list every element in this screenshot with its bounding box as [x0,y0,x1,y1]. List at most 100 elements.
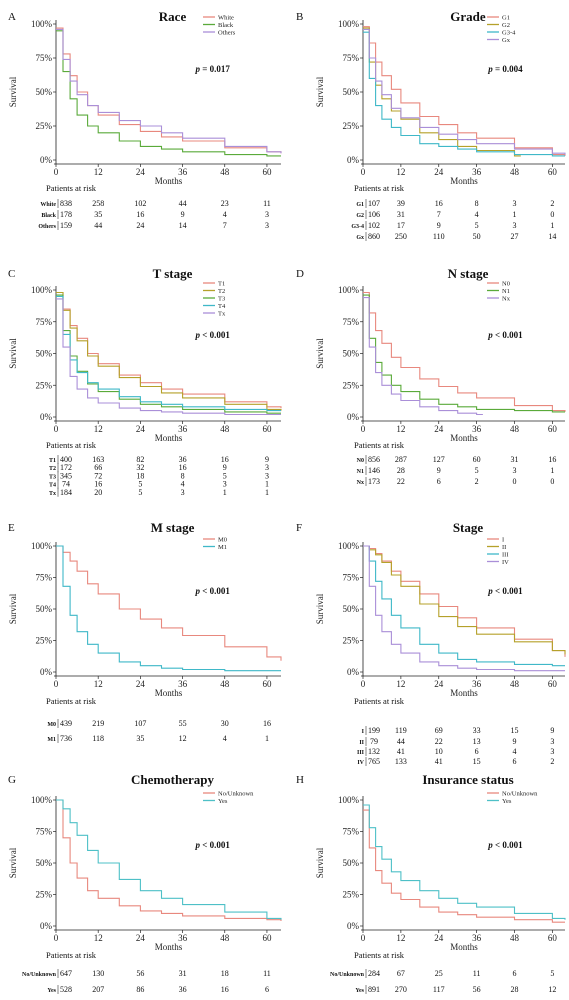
y-axis-title: Survival [8,338,18,369]
p-value: p = 0.004 [487,64,523,74]
risk-count: 14 [548,232,556,241]
x-axis-title: Months [155,688,183,698]
risk-count: 130 [92,969,104,978]
y-tick-label: 75% [36,827,53,837]
risk-count: 107 [368,199,380,208]
y-tick-label: 100% [338,285,360,295]
risk-count: 860 [368,232,380,241]
risk-count: 2 [475,477,479,486]
risk-count: 5 [550,969,554,978]
panel-title: Grade [450,9,486,24]
risk-table-title: Patients at risk [46,950,97,960]
risk-row-label: No/Unknown [22,972,57,978]
risk-count: 647 [60,969,72,978]
survival-curve [56,799,282,920]
risk-count: 6 [513,757,517,766]
risk-count: 14 [179,221,187,230]
risk-count: 1 [265,480,269,489]
y-axis-title: Survival [8,76,18,107]
risk-count: 102 [368,221,380,230]
risk-table-title: Patients at risk [46,183,97,193]
risk-count: 9 [437,466,441,475]
legend-label: G2 [502,22,510,29]
risk-count: 2 [550,199,554,208]
risk-count: 36 [179,985,187,994]
x-axis-title: Months [450,176,478,186]
risk-count: 6 [265,985,269,994]
risk-count: 3 [513,199,517,208]
p-value: p < 0.001 [195,330,231,340]
risk-count: 1 [265,488,269,497]
risk-count: 7 [223,221,227,230]
risk-count: 3 [223,480,227,489]
risk-count: 0 [550,477,554,486]
risk-count: 28 [511,985,519,994]
x-axis-title: Months [155,176,183,186]
x-tick-label: 48 [510,679,520,689]
p-value: p < 0.001 [487,586,523,596]
risk-count: 8 [475,199,479,208]
risk-count: 23 [221,199,229,208]
x-axis-title: Months [450,688,478,698]
legend-label: Gx [502,37,511,44]
legend-label: I [502,537,504,544]
legend-label: T3 [218,296,225,303]
risk-count: 5 [475,221,479,230]
risk-count: 35 [136,734,144,743]
legend-label: Yes [502,798,512,805]
risk-row-label: Gx [356,235,364,241]
risk-count: 31 [179,969,187,978]
x-tick-label: 24 [136,679,146,689]
risk-row-label: Nx [357,480,364,486]
risk-count: 146 [368,466,380,475]
risk-count: 44 [94,221,102,230]
p-value: p = 0.017 [195,64,231,74]
risk-count: 5 [138,480,142,489]
y-tick-label: 25% [36,121,53,131]
y-tick-label: 100% [31,19,53,29]
risk-count: 132 [368,747,380,756]
legend-label: IV [502,559,509,566]
y-axis-title: Survival [315,847,325,878]
risk-row-label: Others [38,224,56,230]
risk-count: 4 [223,210,227,219]
risk-row-label: G2 [356,213,364,219]
x-tick-label: 36 [178,933,188,943]
x-tick-label: 60 [262,424,272,434]
survival-curve [56,545,281,672]
risk-count: 133 [395,757,407,766]
risk-count: 4 [223,734,227,743]
y-tick-label: 25% [343,380,360,390]
risk-count: 16 [94,480,102,489]
risk-count: 10 [435,747,443,756]
x-tick-label: 48 [510,424,520,434]
risk-table-title: Patients at risk [46,696,97,706]
legend-label: M0 [218,537,227,544]
risk-table-title: Patients at risk [354,950,405,960]
risk-count: 219 [92,719,104,728]
survival-curve [363,297,483,416]
survival-curve [363,545,566,657]
panel-letter: A [8,11,16,23]
risk-row-label: G1 [356,202,364,208]
x-tick-label: 60 [262,933,272,943]
x-tick-label: 0 [54,424,59,434]
risk-row-label: Black [41,213,56,219]
x-tick-label: 60 [548,679,558,689]
risk-count: 284 [368,969,380,978]
legend-label: T1 [218,281,225,288]
x-tick-label: 24 [434,933,444,943]
y-tick-label: 0% [40,155,53,165]
y-tick-label: 75% [343,317,360,327]
risk-count: 207 [92,985,104,994]
x-tick-label: 36 [472,167,482,177]
legend-label: III [502,552,509,559]
risk-count: 0 [513,477,517,486]
x-tick-label: 0 [54,933,59,943]
x-tick-label: 12 [396,933,405,943]
x-tick-label: 24 [136,933,146,943]
risk-count: 439 [60,719,72,728]
y-tick-label: 0% [347,155,360,165]
